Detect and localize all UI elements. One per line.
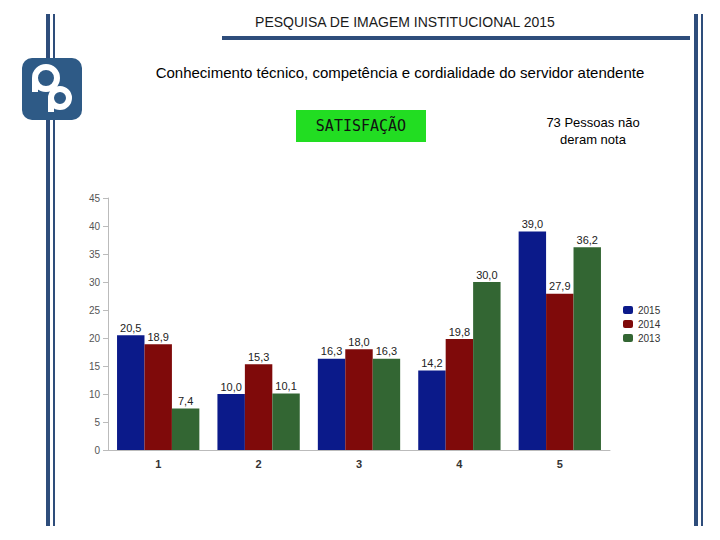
svg-text:2013: 2013 xyxy=(638,333,661,344)
svg-text:10: 10 xyxy=(89,389,101,400)
svg-text:5: 5 xyxy=(557,458,563,470)
svg-text:7,4: 7,4 xyxy=(178,395,193,407)
svg-text:5: 5 xyxy=(94,417,100,428)
svg-text:3: 3 xyxy=(356,458,362,470)
svg-text:30: 30 xyxy=(89,277,101,288)
svg-text:16,3: 16,3 xyxy=(321,345,342,357)
svg-text:30,0: 30,0 xyxy=(476,269,497,281)
svg-text:27,9: 27,9 xyxy=(549,280,570,292)
svg-text:15: 15 xyxy=(89,361,101,372)
svg-text:18,0: 18,0 xyxy=(348,336,369,348)
svg-text:2014: 2014 xyxy=(638,319,661,330)
svg-text:45: 45 xyxy=(89,193,101,204)
svg-text:14,2: 14,2 xyxy=(421,357,442,369)
html-text:PESQUISA DE IMAGEM INSTITUCION: PESQUISA DE IMAGEM INSTITUCIONAL 2015 xyxy=(255,14,555,30)
svg-text:39,0: 39,0 xyxy=(522,218,543,230)
svg-text:4: 4 xyxy=(456,458,463,470)
html-text:73 Pessoas não deram nota: 73 Pessoas não deram nota xyxy=(546,115,640,147)
svg-text:16,3: 16,3 xyxy=(376,345,397,357)
svg-text:40: 40 xyxy=(89,221,101,232)
svg-text:2: 2 xyxy=(256,458,262,470)
svg-text:20: 20 xyxy=(89,333,101,344)
svg-text:1: 1 xyxy=(155,458,161,470)
svg-text:10,1: 10,1 xyxy=(275,380,296,392)
svg-text:20,5: 20,5 xyxy=(120,322,141,334)
svg-text:36,2: 36,2 xyxy=(577,234,598,246)
svg-text:19,8: 19,8 xyxy=(449,326,470,338)
svg-text:18,9: 18,9 xyxy=(147,331,168,343)
svg-text:25: 25 xyxy=(89,305,101,316)
svg-text:35: 35 xyxy=(89,249,101,260)
html-text:Conhecimento técnico, competên: Conhecimento técnico, competência e cord… xyxy=(155,64,645,81)
svg-text:0: 0 xyxy=(94,445,100,456)
svg-text:2015: 2015 xyxy=(638,305,661,316)
svg-text:15,3: 15,3 xyxy=(248,351,269,363)
svg-text:10,0: 10,0 xyxy=(220,381,241,393)
html-text:SATISFAÇÃO: SATISFAÇÃO xyxy=(315,117,407,135)
